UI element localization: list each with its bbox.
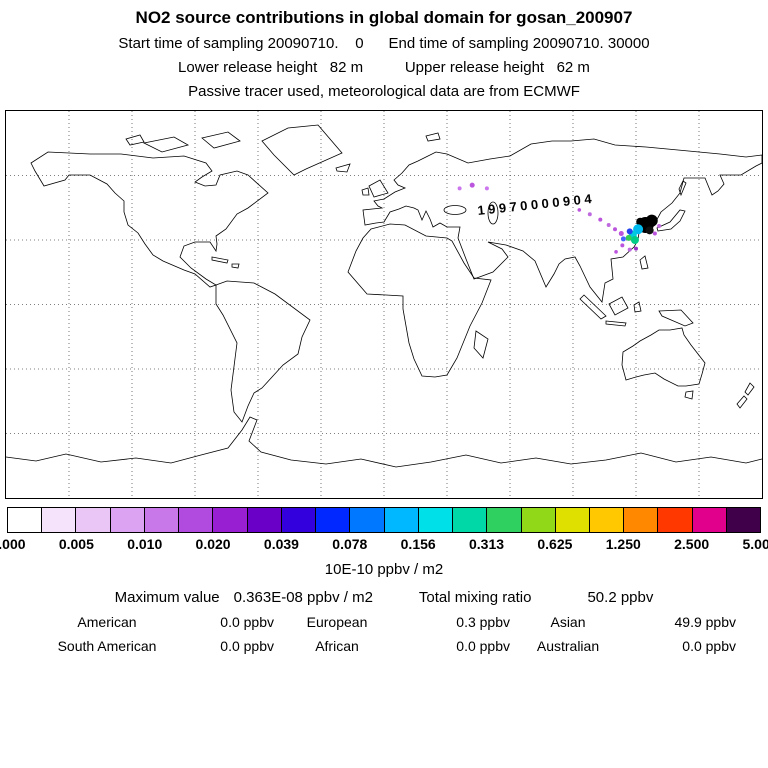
colorbar-tick-labels: 0.000 0.005 0.010 0.020 0.039 0.078 0.156 0.313…: [0, 536, 768, 554]
colorbar-tick-label: 0.313: [469, 536, 505, 552]
colorbar-segment: [350, 508, 385, 532]
plume-overprint-label: 19970000904: [477, 191, 596, 218]
header: NO2 source contributions in global domai…: [0, 0, 768, 100]
page-title: NO2 source contributions in global domai…: [135, 8, 633, 27]
colorbar-segment: [213, 508, 248, 532]
plume-concentration-layer: [457, 182, 662, 254]
colorbar-segment: [692, 508, 727, 532]
colorbar-segment: [316, 508, 351, 532]
total-mixing-ratio-label: Total mixing ratio: [418, 589, 532, 606]
plume-cell: [645, 214, 658, 227]
max-value: 0.363E-08 ppbv / m2: [233, 589, 373, 606]
tracer-info-line: Passive tracer used, meteorological data…: [188, 83, 580, 100]
max-value-label: Maximum value: [114, 589, 220, 606]
plume-cell: [630, 236, 639, 244]
colorbar-segment: [247, 508, 282, 532]
colorbar-segment: [521, 508, 556, 532]
colorbar-unit-label: 10E-10 ppbv / m2: [324, 561, 444, 578]
plume-cell: [657, 224, 662, 229]
colorbar-segment: [179, 508, 214, 532]
colorbar-segment: [418, 508, 454, 532]
region-label: Australian: [536, 638, 600, 654]
plume-cell: [613, 227, 617, 232]
region-label: European: [306, 614, 368, 630]
plume-cell: [577, 208, 582, 212]
colorbar-segment: [487, 508, 522, 532]
plume-cell: [606, 222, 611, 227]
graticule-gridlines: [6, 111, 762, 498]
colorbar-segment: [76, 508, 111, 532]
colorbar-tick-label: 0.000: [0, 536, 26, 552]
colorbar-segment: [624, 508, 659, 532]
release-height-line: Lower release height 82 m Upper release …: [178, 59, 590, 76]
colorbar: [7, 507, 761, 533]
plume-cell: [620, 243, 625, 248]
region-label: African: [315, 638, 359, 654]
colorbar-segment: [555, 508, 590, 532]
colorbar-segment: [110, 508, 145, 532]
plume-cell: [626, 228, 633, 235]
plume-cell: [457, 186, 462, 191]
colorbar-segment: [281, 508, 317, 532]
colorbar-segment: [658, 508, 693, 532]
plume-cell: [620, 236, 626, 242]
region-value: 0.0 ppbv: [456, 638, 510, 654]
colorbar-tick-label: 5.000: [742, 536, 768, 552]
region-label: Asian: [550, 614, 586, 630]
world-map-frame: 19970000904: [5, 110, 763, 499]
colorbar-segment: [144, 508, 180, 532]
region-value: 0.0 ppbv: [682, 638, 736, 654]
summary-stats-line: Maximum value 0.363E-08 ppbv / m2 Total …: [0, 589, 768, 606]
colorbar-segment: [589, 508, 625, 532]
plume-cell: [587, 212, 592, 217]
plume-cell: [469, 182, 475, 188]
region-value: 0.0 ppbv: [220, 614, 274, 630]
region-value: 0.3 ppbv: [456, 614, 510, 630]
colorbar-segment: [726, 508, 761, 532]
plume-cell: [645, 226, 654, 235]
region-label: South American: [57, 638, 157, 654]
colorbar-tick-label: 0.156: [400, 536, 436, 552]
sampling-time-line: Start time of sampling 20090710. 0 End t…: [118, 35, 650, 52]
colorbar-tick-label: 0.010: [127, 536, 163, 552]
colorbar-segment: [384, 508, 419, 532]
plume-cell: [627, 247, 632, 252]
colorbar-tick-label: 0.078: [332, 536, 368, 552]
world-map: 19970000904: [6, 111, 762, 498]
plume-cell: [625, 234, 632, 241]
plume-cell: [598, 217, 603, 222]
plume-cell: [484, 186, 489, 191]
region-value: 49.9 ppbv: [674, 614, 737, 630]
total-mixing-ratio-value: 50.2 ppbv: [587, 589, 654, 606]
colorbar-tick-label: 0.625: [537, 536, 573, 552]
colorbar-tick-label: 0.039: [263, 536, 299, 552]
colorbar-segment: [8, 508, 43, 532]
plume-cell: [652, 231, 657, 236]
plume-cell: [618, 231, 624, 237]
colorbar-tick-label: 0.005: [58, 536, 94, 552]
region-contributions: American 0.0 ppbv European 0.3 ppbv Asian 49.…: [32, 614, 736, 654]
plume-cell: [634, 246, 638, 251]
plume-cell: [614, 250, 618, 254]
colorbar-segment: [42, 508, 77, 532]
colorbar-tick-label: 2.500: [674, 536, 710, 552]
region-label: American: [77, 614, 137, 630]
plume-cell: [636, 217, 645, 226]
colorbar-tick-label: 0.020: [195, 536, 231, 552]
region-value: 0.0 ppbv: [220, 638, 274, 654]
colorbar-tick-label: 1.250: [605, 536, 641, 552]
colorbar-segment: [453, 508, 488, 532]
